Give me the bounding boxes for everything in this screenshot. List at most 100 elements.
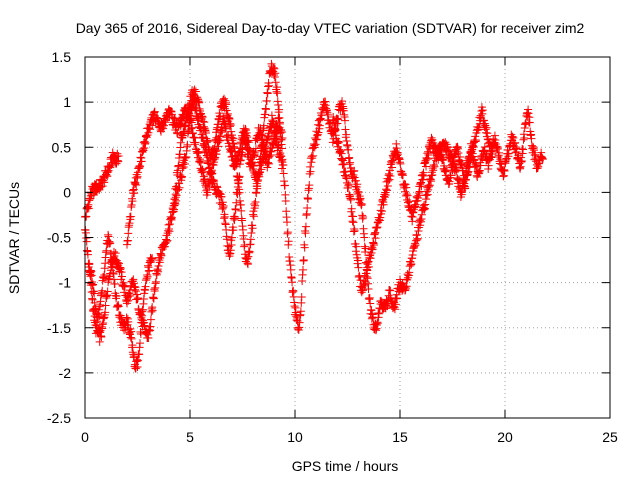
data-point — [421, 200, 430, 209]
data-point — [379, 200, 388, 209]
data-point — [367, 306, 376, 315]
data-point — [396, 159, 405, 168]
data-point — [231, 205, 240, 214]
data-point — [527, 134, 536, 143]
data-point — [373, 319, 382, 328]
data-point — [251, 144, 260, 153]
data-point — [157, 251, 166, 260]
data-point — [178, 172, 187, 181]
data-point — [354, 263, 363, 272]
data-point — [488, 149, 497, 158]
data-point — [215, 189, 224, 198]
data-point — [484, 161, 493, 170]
data-point — [516, 162, 525, 171]
data-point — [190, 96, 199, 105]
data-point — [334, 138, 343, 147]
data-point — [151, 277, 160, 286]
data-point — [264, 81, 273, 90]
data-point — [295, 318, 304, 327]
data-point — [487, 142, 496, 151]
data-point — [271, 78, 280, 87]
data-point — [454, 148, 463, 157]
data-point — [300, 243, 309, 252]
data-point — [136, 162, 145, 171]
data-point — [229, 226, 238, 235]
data-point — [228, 233, 236, 242]
data-point — [146, 125, 155, 134]
data-point — [519, 145, 528, 154]
data-point — [253, 184, 262, 193]
data-point — [264, 159, 273, 168]
data-point — [233, 190, 242, 199]
y-tick-label: 1.5 — [52, 49, 72, 65]
data-point — [106, 239, 115, 248]
data-point — [352, 242, 361, 251]
data-point — [306, 167, 315, 176]
data-point — [102, 246, 111, 255]
data-point — [101, 308, 110, 317]
data-point — [203, 188, 212, 197]
data-series — [328, 103, 497, 297]
data-point — [368, 245, 377, 254]
data-point — [270, 64, 279, 73]
data-point — [85, 259, 94, 268]
data-point — [133, 293, 142, 302]
data-point — [90, 298, 99, 307]
data-point — [103, 287, 112, 296]
data-point — [413, 234, 422, 243]
data-point — [271, 69, 280, 78]
data-point — [142, 133, 151, 142]
data-point — [191, 103, 200, 112]
y-tick-label: -1.5 — [47, 320, 71, 336]
data-series — [81, 148, 123, 221]
data-point — [417, 182, 426, 191]
data-point — [220, 94, 229, 103]
tick-marks — [84, 56, 611, 419]
data-point — [495, 148, 504, 157]
data-point — [529, 146, 538, 155]
data-point — [194, 114, 203, 123]
data-point — [117, 272, 126, 281]
data-point — [227, 240, 236, 249]
data-point — [148, 306, 157, 315]
data-point — [233, 182, 242, 191]
data-point — [173, 129, 182, 138]
data-point — [84, 204, 93, 213]
y-tick-label: -2 — [59, 365, 72, 381]
data-point — [298, 265, 307, 274]
data-point — [309, 151, 318, 160]
data-point — [338, 97, 347, 106]
data-point — [247, 229, 256, 238]
data-point — [278, 133, 287, 142]
data-point — [270, 134, 278, 143]
data-point — [230, 213, 239, 222]
data-point — [238, 145, 247, 154]
data-point — [340, 116, 349, 125]
data-point — [277, 156, 286, 165]
data-point — [475, 166, 484, 175]
data-point — [364, 262, 373, 271]
data-point — [133, 355, 142, 364]
data-point — [269, 63, 278, 72]
data-point — [145, 266, 154, 275]
x-tick-label: 10 — [287, 429, 303, 445]
data-point — [349, 218, 358, 227]
data-point — [137, 157, 146, 166]
data-point — [214, 142, 223, 151]
data-point — [199, 133, 208, 142]
data-point — [97, 332, 106, 341]
data-point — [350, 166, 359, 175]
data-point — [212, 146, 221, 155]
data-point — [126, 291, 135, 300]
data-point — [135, 350, 144, 359]
x-tick-label: 0 — [81, 429, 89, 445]
data-point — [346, 158, 355, 167]
data-point — [146, 322, 155, 331]
data-point — [386, 172, 395, 181]
data-point — [114, 302, 123, 311]
data-point — [95, 337, 104, 346]
data-point — [88, 280, 97, 289]
y-tick-label: 1 — [63, 94, 71, 110]
data-point — [274, 141, 283, 150]
